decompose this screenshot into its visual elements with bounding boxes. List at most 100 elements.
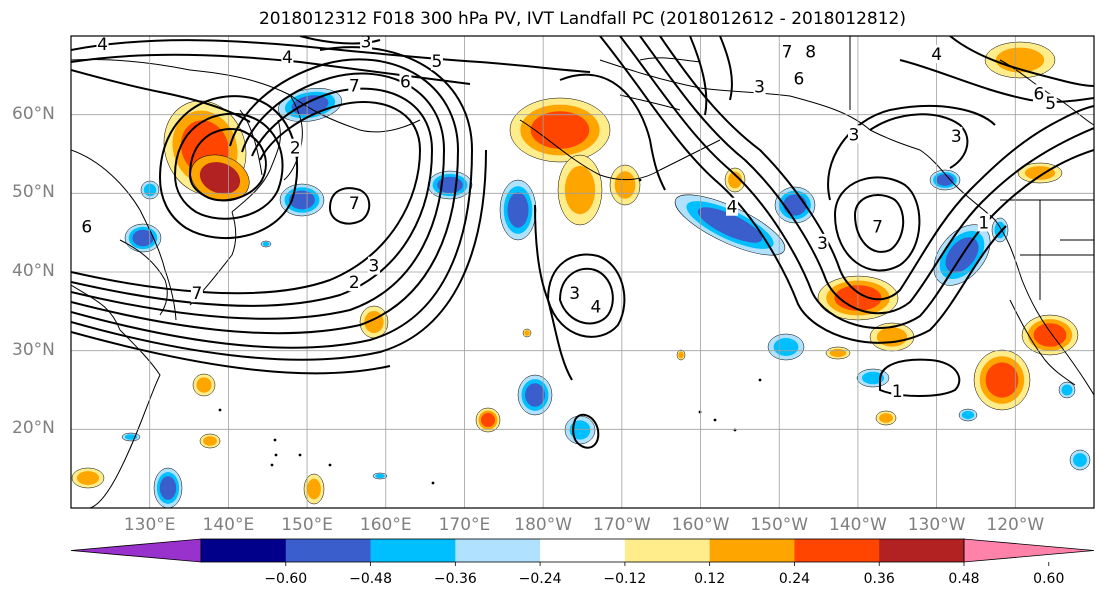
contour-label-bg [847,125,860,144]
ivt-contour [71,87,434,307]
ivt-contour [71,46,474,349]
pv-shaded-area [697,207,763,243]
latitude-label: 50°N [12,182,55,203]
contour-label-bg [430,52,443,71]
pv-shaded-area [307,478,321,500]
pv-shaded-area [524,330,530,336]
ivt-contour [619,36,1094,329]
pv-shaded-area [159,476,177,500]
contour-label-bg [1044,93,1057,112]
contour-label-bg [589,297,602,316]
colorbar-segment [370,539,456,562]
longitude-label: 160°E [359,515,412,535]
contour-label-bg [360,36,373,51]
pv-shaded-area [985,362,1019,398]
contour-label: 5 [432,52,443,72]
colorbar-tick-label: −0.48 [349,571,392,587]
contour-label: 3 [951,127,962,147]
ivt-contour [558,267,614,325]
ivt-contour [71,53,471,85]
contour-label-bg [753,77,766,96]
latitude-label: 40°N [12,261,55,281]
coastline [599,59,871,131]
pv-shaded-area [76,471,100,485]
island [713,418,717,422]
pv-shaded-area [480,412,496,428]
colorbar-extend-high [963,538,1095,563]
ivt-contour [71,72,446,320]
ivt-contour [559,73,666,191]
coastline [1000,199,1094,300]
ivt-contour [188,128,267,202]
longitude-label: 130°E [123,515,176,535]
pv-shaded-area [783,194,807,216]
contour-label-bg [816,233,829,252]
contour-label-bg [891,381,904,400]
latitude-label: 60°N [12,103,55,124]
coastline [1009,299,1076,386]
contour-label-bg [950,126,963,145]
colorbar-tick-label: 0.36 [863,571,895,587]
longitude-label: 180°W [514,515,573,535]
pv-shaded-area [1061,384,1073,396]
contour-label: 3 [849,125,860,145]
island [273,438,277,442]
ivt-contour [71,101,422,295]
coastline [999,59,1094,126]
island [698,410,702,414]
contour-label-bg [871,217,884,236]
longitude-label: 150°W [750,515,809,535]
coastline [519,119,721,181]
pv-shaded-area [289,190,315,210]
contour-label-bg [367,256,380,275]
island [431,481,435,485]
pv-shaded-area [961,410,975,420]
contour-label: 3 [361,33,372,53]
coastline [71,149,177,321]
contour-label-bg [726,197,739,216]
island [218,408,222,412]
contour-label: 7 [872,217,883,237]
ivt-contour [572,413,600,449]
ivt-contour [879,358,961,397]
pv-shaded-area [507,192,529,228]
contour-label-bg [348,193,361,212]
ivt-contour [71,69,251,123]
ivt-contour [546,253,626,338]
ivt-contour [328,187,371,225]
ivt-contour [173,112,284,220]
contour-label: 6 [1034,84,1045,104]
contour-label-bg [399,72,412,91]
contour-label: 6 [81,217,92,237]
pv-shaded-area [1024,166,1056,180]
gridlines-layer [71,36,1094,508]
contour-label: 4 [931,45,942,65]
pv-shaded-area [678,351,684,359]
longitude-label: 170°E [438,515,491,535]
contour-label: 4 [282,48,293,68]
longitude-label: 120°W [986,515,1045,535]
pv-shaded-area [530,111,590,149]
contour-label: 1 [978,213,989,233]
contour-label-bg [348,76,361,95]
island [274,453,278,457]
coastline [119,239,168,316]
pv-shaded-area [773,338,799,356]
contour-label: 7 [191,284,202,304]
ivt-contour [719,36,733,101]
ivt-contour [899,59,1094,103]
latitude-label: 20°N [12,418,55,439]
colorbar-tick-label: 0.12 [694,571,726,587]
ivt-contour-layer [71,36,1094,449]
pv-shaded-area [525,383,545,407]
contour-label-bg [977,213,990,232]
contour-label: 1 [892,382,903,402]
pv-shaded-area [375,473,385,479]
colorbar-tick-label: −0.12 [603,571,647,587]
contour-label: 2 [290,139,301,159]
ivt-contour [833,176,921,272]
longitude-label: 140°W [829,515,887,535]
island [298,453,302,457]
